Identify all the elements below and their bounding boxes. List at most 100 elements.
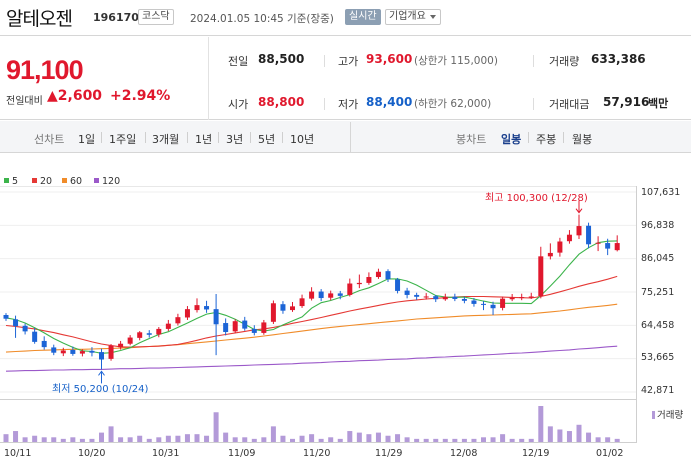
x-tick-label: 11/09 (228, 448, 256, 459)
period-1d[interactable]: 1일 (78, 133, 96, 146)
price-chart[interactable] (0, 186, 636, 400)
volume-chart-area[interactable] (0, 401, 636, 443)
volume-bar (156, 437, 162, 442)
candle-body (280, 304, 286, 311)
volume-bar (356, 432, 362, 442)
high-annotation: 최고 100,300 (12/28) (485, 193, 588, 204)
open-value: 88,800 (258, 95, 305, 109)
candle-body (118, 343, 124, 348)
prev-close-value: 88,500 (258, 52, 305, 66)
high-label: 고가 (338, 55, 359, 68)
y-tick-label: 42,871 (641, 385, 675, 396)
legend-swatch (62, 178, 67, 183)
volume-bar (22, 437, 28, 442)
candle-body (175, 317, 181, 324)
period-10y[interactable]: 10년 (290, 133, 315, 146)
x-tick-label: 12/19 (522, 448, 550, 459)
candle-body (13, 319, 19, 327)
volume-bar (146, 438, 152, 442)
volume-bar (509, 438, 515, 442)
volume-bar (404, 437, 410, 442)
legend-label: 20 (40, 176, 53, 187)
period-1w[interactable]: 1주일 (109, 133, 137, 146)
company-overview-dropdown[interactable]: 기업개요 (385, 9, 441, 25)
candle-body (481, 303, 486, 305)
candle-body (223, 323, 229, 332)
y-tick-label: 53,665 (641, 352, 675, 363)
volume-bar (328, 437, 334, 442)
x-tick-label: 10/20 (78, 448, 106, 459)
volume-bar (299, 435, 305, 442)
candle-body (32, 331, 38, 342)
volume-bar (442, 438, 448, 442)
divider (218, 132, 219, 143)
candle-chart-label: 봉차트 (456, 133, 487, 146)
candle-body (557, 241, 563, 253)
high-arrow (575, 208, 583, 214)
amount-value: 57,916 (603, 95, 650, 109)
legend-label: 60 (70, 176, 83, 187)
volume-bar (557, 429, 563, 442)
candle-body (414, 294, 420, 297)
low-annotation: 최저 50,200 (10/24) (52, 384, 149, 395)
ma120-line (5, 345, 618, 372)
legend-ma20: 20 (32, 176, 52, 187)
volume-chart[interactable] (0, 402, 636, 443)
volume-bar (89, 438, 95, 442)
price-chart-area[interactable] (0, 186, 636, 400)
legend-ma120: 120 (94, 176, 120, 187)
legend-ma60: 60 (62, 176, 82, 187)
volume-bar (395, 434, 401, 442)
candle-body (290, 306, 295, 311)
candle-body (461, 298, 467, 301)
volume-bar (184, 434, 190, 442)
volume-bar (366, 434, 372, 442)
x-tick-label: 12/08 (450, 448, 478, 459)
volume-bar (165, 435, 171, 442)
realtime-button[interactable]: 실시간 (345, 9, 381, 25)
y-tick-label: 96,838 (641, 220, 675, 231)
candle-body (500, 298, 506, 308)
candle-body (375, 271, 381, 278)
volume-bar (547, 426, 553, 442)
candle-body (586, 225, 592, 245)
legend-ma5: 5 (4, 176, 18, 187)
period-1y[interactable]: 1년 (195, 133, 213, 146)
legend-label: 120 (102, 176, 121, 187)
candle-body (309, 291, 315, 299)
candle-body (538, 256, 544, 297)
candle-daily[interactable]: 일봉 (501, 133, 522, 146)
divider (208, 37, 209, 120)
legend-swatch (32, 178, 37, 183)
divider (101, 132, 102, 143)
candle-body (490, 304, 496, 309)
volume-bar (519, 438, 525, 442)
y-tick-label: 75,251 (641, 287, 675, 298)
divider (187, 132, 188, 143)
candle-body (184, 309, 190, 318)
volume-bar (251, 438, 257, 442)
candle-body (404, 290, 410, 295)
y-tick-label: 107,631 (641, 187, 681, 198)
volume-bar (490, 437, 496, 442)
volume-bar (538, 406, 544, 442)
y-axis-line (636, 186, 637, 443)
candle-body (595, 242, 601, 244)
volume-value: 633,386 (591, 52, 646, 66)
candle-weekly[interactable]: 주봉 (536, 133, 557, 146)
candle-body (204, 306, 210, 310)
candle-monthly[interactable]: 월봉 (572, 133, 593, 146)
candle-body (108, 345, 114, 359)
legend-swatch (4, 178, 9, 183)
period-3m[interactable]: 3개월 (152, 133, 180, 146)
y-tick-label: 86,045 (641, 253, 675, 264)
candle-body (433, 296, 439, 300)
candle-body (156, 328, 162, 335)
period-5y[interactable]: 5년 (258, 133, 276, 146)
y-tick-label: 64,458 (641, 320, 675, 331)
volume-bar (528, 438, 534, 442)
stock-name: 알테오젠 (6, 8, 73, 30)
volume-bar (280, 435, 286, 442)
candle-body (576, 226, 582, 236)
period-3y[interactable]: 3년 (226, 133, 244, 146)
